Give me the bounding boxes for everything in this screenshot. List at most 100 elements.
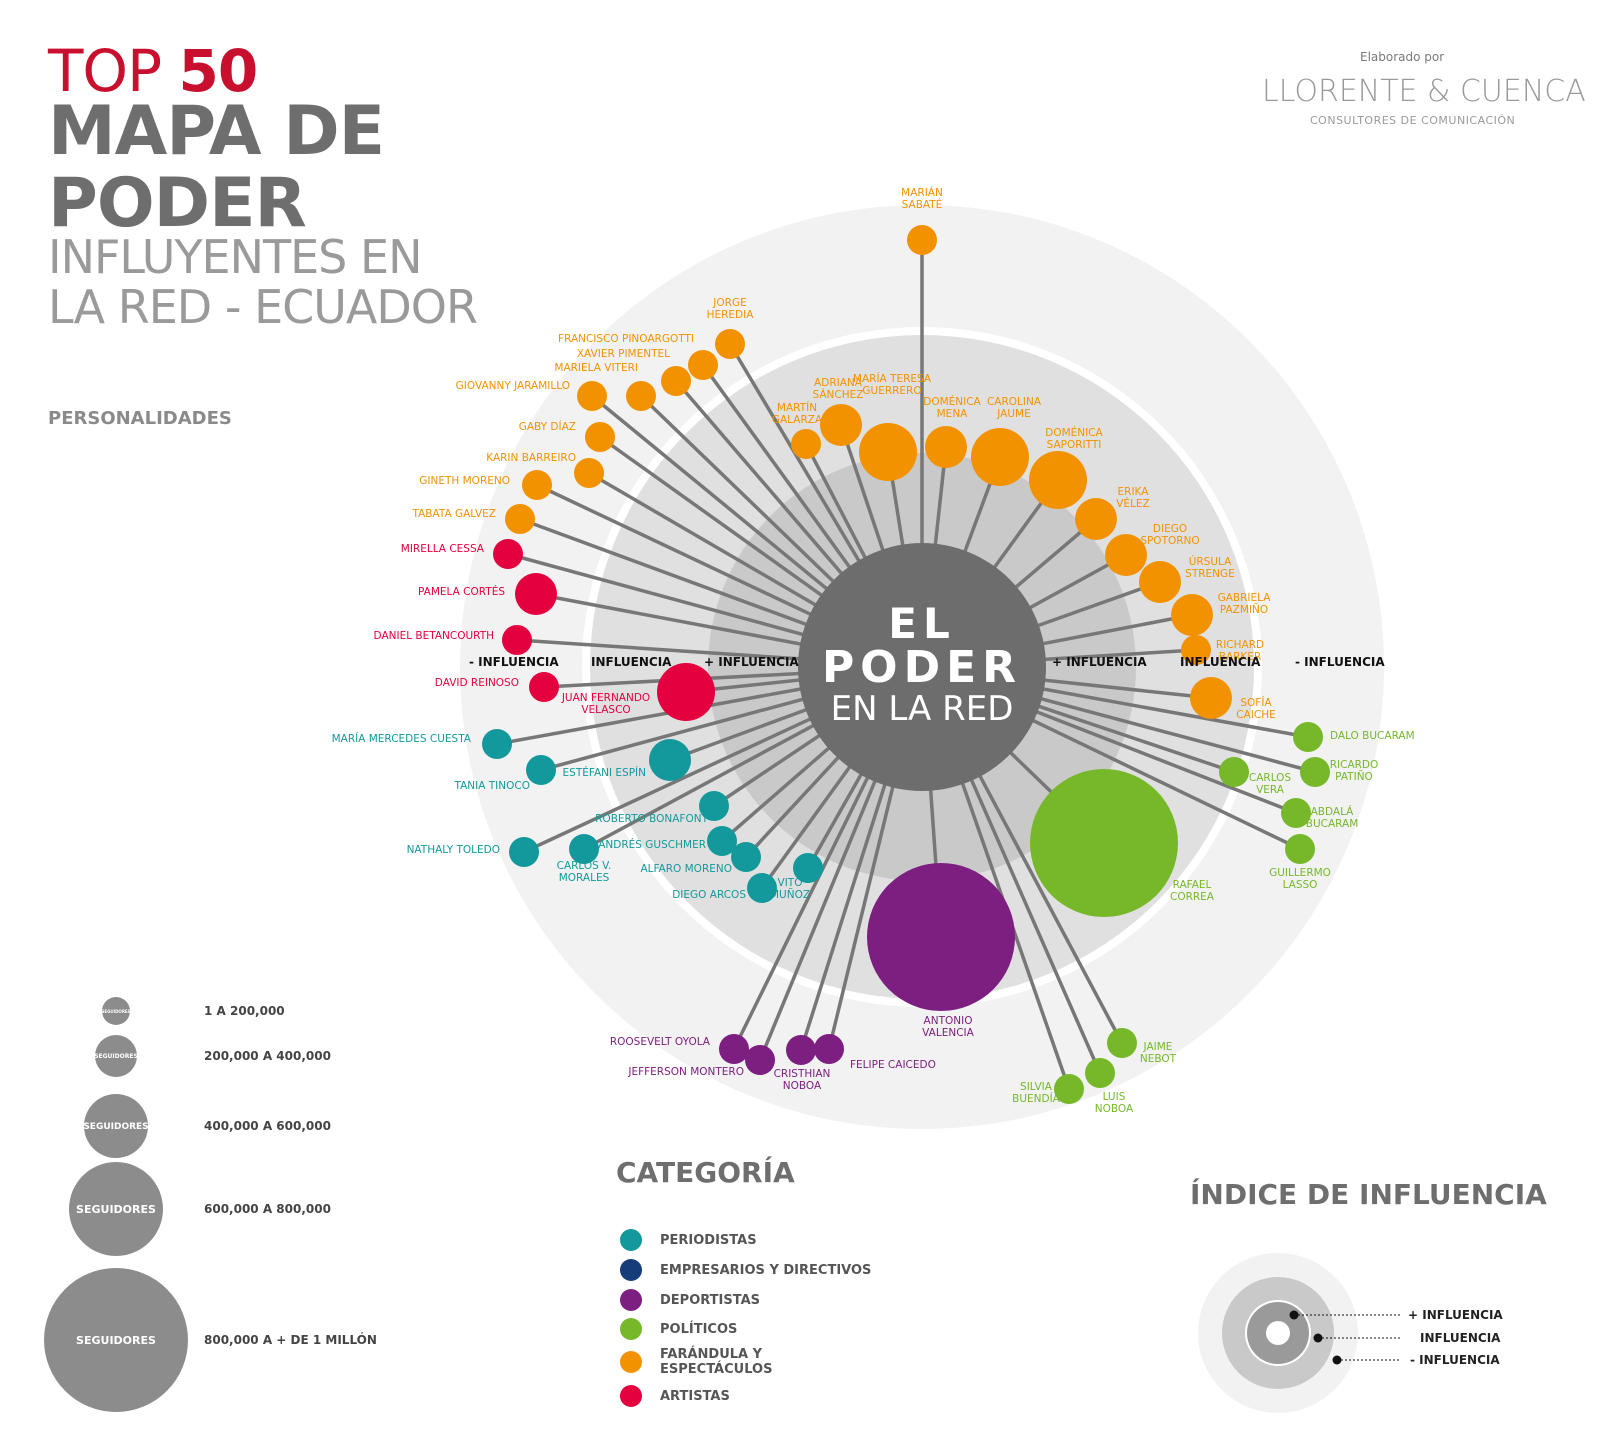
- influence-index-more: + INFLUENCIA: [1408, 1308, 1503, 1322]
- node-diego-spotorno[interactable]: [1105, 534, 1147, 576]
- node-guillermo-lasso[interactable]: [1285, 834, 1315, 864]
- node-label-diego-spotorno: DIEGO SPOTORNO: [1140, 523, 1199, 547]
- node-label-guillermo-lasso: GUILLERMO LASSO: [1269, 867, 1331, 891]
- node-adriana-sanchez[interactable]: [820, 404, 862, 446]
- node-label-marian-sabate: MARIÁN SABATÉ: [901, 186, 943, 211]
- size-legend-bubble-5-text: SEGUIDORES: [76, 1334, 156, 1347]
- node-andres-guschmer[interactable]: [707, 826, 737, 856]
- node-alfaro-moreno[interactable]: [731, 842, 761, 872]
- node-label-abdala-bucaram: ABDALÁ BUCARAM: [1306, 805, 1359, 830]
- node-ricardo-patino[interactable]: [1300, 757, 1330, 787]
- node-silvia-buendia[interactable]: [1054, 1074, 1084, 1104]
- category-label: POLÍTICOS: [660, 1321, 738, 1337]
- size-legend-bubble-2-text: SEGUIDORES: [94, 1053, 138, 1060]
- size-legend-bubble-5: [44, 1268, 188, 1412]
- node-tania-tinoco[interactable]: [526, 755, 556, 785]
- node-dalo-bucaram[interactable]: [1293, 722, 1323, 752]
- node-erika-velez[interactable]: [1075, 498, 1117, 540]
- node-label-martin-galarza: MARTÍN GALARZA: [772, 401, 823, 426]
- node-label-alfaro-moreno: ALFARO MORENO: [640, 863, 732, 875]
- node-jorge-heredia[interactable]: [715, 329, 745, 359]
- node-sofia-caiche[interactable]: [1190, 677, 1232, 719]
- node-maria-mercedes-cuesta[interactable]: [482, 729, 512, 759]
- node-carlos-vera[interactable]: [1219, 757, 1249, 787]
- node-roosevelt-oyola[interactable]: [719, 1034, 749, 1064]
- node-marian-sabate[interactable]: [907, 225, 937, 255]
- node-giovanny-jaramillo[interactable]: [577, 381, 607, 411]
- node-mariela-viteri[interactable]: [626, 381, 656, 411]
- category-item-deportistas: DEPORTISTAS: [620, 1289, 760, 1311]
- ring-label-right-inner: + INFLUENCIA: [1052, 655, 1147, 669]
- page-title: MAPA DE PODER: [48, 92, 385, 240]
- node-abdala-bucaram[interactable]: [1281, 798, 1311, 828]
- brand-logo: LLORENTE & CUENCA: [1262, 74, 1586, 109]
- node-jaime-nebot[interactable]: [1107, 1028, 1137, 1058]
- node-luis-noboa[interactable]: [1085, 1058, 1115, 1088]
- node-label-rafael-correa: RAFAEL CORREA: [1170, 879, 1215, 903]
- node-label-diego-arcos: DIEGO ARCOS: [672, 889, 746, 901]
- node-maria-teresa-guerrero[interactable]: [859, 423, 917, 481]
- node-roberto-bonafont[interactable]: [699, 791, 729, 821]
- node-domenica-mena[interactable]: [925, 426, 967, 468]
- title-top50: TOP 50: [48, 40, 258, 102]
- node-ursula-strenge[interactable]: [1139, 561, 1181, 603]
- node-label-antonio-valencia: ANTONIO VALENCIA: [922, 1015, 974, 1039]
- node-francisco-pinoargotti[interactable]: [688, 350, 718, 380]
- node-jefferson-montero[interactable]: [745, 1045, 775, 1075]
- node-martin-galarza[interactable]: [791, 429, 821, 459]
- node-tabata-galvez[interactable]: [505, 504, 535, 534]
- node-diego-arcos[interactable]: [747, 873, 777, 903]
- node-gabriela-pazmino[interactable]: [1171, 594, 1213, 636]
- node-carlos-v-morales[interactable]: [569, 834, 599, 864]
- node-carolina-jaume[interactable]: [971, 428, 1029, 486]
- node-gaby-diaz[interactable]: [585, 422, 615, 452]
- node-nathaly-toledo[interactable]: [509, 837, 539, 867]
- node-label-adriana-sanchez: ADRIANA SÁNCHEZ: [813, 377, 864, 401]
- category-label: ARTISTAS: [660, 1388, 730, 1404]
- node-juan-fernando-velasco[interactable]: [657, 663, 715, 721]
- center-circle: [798, 543, 1046, 791]
- node-label-erika-velez: ERIKA VÉLEZ: [1116, 486, 1150, 510]
- node-xavier-pimentel[interactable]: [661, 366, 691, 396]
- node-richard-barker[interactable]: [1181, 635, 1211, 665]
- node-domenica-saporitti[interactable]: [1029, 451, 1087, 509]
- node-label-domenica-saporitti: DOMÉNICA SAPORITTI: [1045, 426, 1103, 451]
- node-estefani-espin[interactable]: [649, 739, 691, 781]
- node-david-reinoso[interactable]: [529, 672, 559, 702]
- node-antonio-valencia[interactable]: [867, 863, 1015, 1011]
- node-label-gaby-diaz: GABY DÍAZ: [519, 420, 576, 433]
- node-daniel-betancourth[interactable]: [502, 625, 532, 655]
- node-pamela-cortes[interactable]: [515, 573, 557, 615]
- ring-label-right-outer: - INFLUENCIA: [1295, 655, 1385, 669]
- node-vito-munoz[interactable]: [793, 853, 823, 883]
- page-subtitle-line2: LA RED - ECUADOR: [48, 280, 478, 334]
- node-label-richard-barker: RICHARD BARKER: [1216, 639, 1264, 663]
- size-legend-label-5: 800,000 A + DE 1 MILLÓN: [204, 1333, 377, 1347]
- node-gineth-moreno[interactable]: [522, 470, 552, 500]
- influence-index-diagram: [1198, 1253, 1400, 1413]
- node-label-vito-munoz: VITO MUÑOZ: [770, 877, 810, 901]
- node-label-juan-fernando-velasco: JUAN FERNANDO VELASCO: [561, 692, 650, 716]
- node-cristhian-noboa[interactable]: [786, 1035, 816, 1065]
- category-legend-title: CATEGORÍA: [616, 1156, 795, 1189]
- ring-labels: - INFLUENCIA INFLUENCIA + INFLUENCIA + I…: [469, 655, 1385, 669]
- page-title-line1: MAPA DE: [48, 92, 385, 171]
- node-label-roosevelt-oyola: ROOSEVELT OYOLA: [610, 1036, 711, 1048]
- category-item-empresarios: EMPRESARIOS Y DIRECTIVOS: [620, 1259, 871, 1281]
- node-karin-barreiro[interactable]: [574, 458, 604, 488]
- node-rafael-correa[interactable]: [1030, 769, 1178, 917]
- node-felipe-caicedo[interactable]: [814, 1034, 844, 1064]
- node-label-maria-teresa-guerrero: MARÍA TERESA GUERRERO: [853, 372, 932, 397]
- category-dot: [620, 1229, 642, 1251]
- node-mirella-cessa[interactable]: [493, 539, 523, 569]
- node-label-silvia-buendia: SILVIA BUENDÍA: [1012, 1081, 1061, 1105]
- section-label: PERSONALIDADES: [48, 408, 232, 429]
- node-label-gabriela-pazmino: GABRIELA PAZMIÑO: [1218, 592, 1272, 616]
- node-label-ricardo-patino: RICARDO PATIÑO: [1330, 759, 1379, 783]
- center-text-line2: PODER: [822, 642, 1022, 693]
- influence-index-less: - INFLUENCIA: [1410, 1353, 1500, 1367]
- node-label-domenica-mena: DOMÉNICA MENA: [923, 395, 981, 420]
- node-label-andres-guschmer: ANDRÉS GUSCHMER: [598, 838, 706, 851]
- brand-tagline: CONSULTORES DE COMUNICACIÓN: [1310, 114, 1516, 127]
- node-label-roberto-bonafont: ROBERTO BONAFONT: [595, 813, 708, 825]
